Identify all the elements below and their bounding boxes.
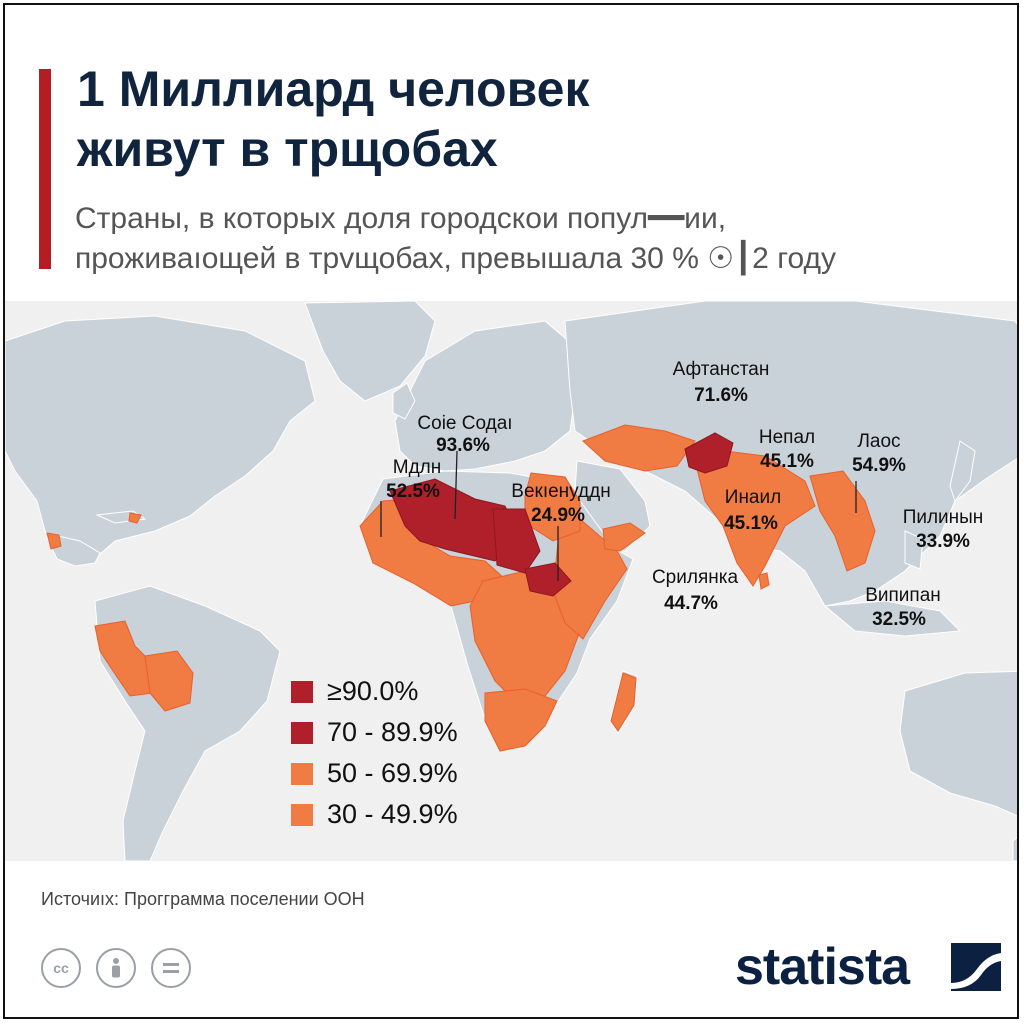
label-philippines-value: 33.9%: [916, 531, 970, 552]
label-vietnam-name: Випипан: [865, 585, 941, 606]
region-bolivia: [144, 650, 194, 712]
cc-icon[interactable]: cc: [41, 948, 81, 988]
legend-swatch: [291, 721, 313, 744]
label-afghanistan-name: Афтанстан: [673, 359, 770, 380]
legend-label: 70 - 89.9%: [327, 717, 458, 747]
page-subtitle: Страны, в которых доля городскои попул━━…: [75, 199, 995, 279]
landmass-europe: [394, 320, 581, 472]
landmass-new-zealand: [1012, 837, 1017, 861]
label-laos-value: 54.9%: [852, 455, 906, 476]
label-central-value: 24.9%: [531, 505, 585, 526]
page-title: 1 Миллиард человек живут в трщобах: [77, 59, 589, 179]
legend-item-30-49: 30 - 49.9%: [291, 794, 458, 835]
attribution-icon[interactable]: [96, 948, 136, 988]
region-south-asia: [694, 450, 816, 587]
legend-swatch: [291, 762, 313, 785]
label-south-sudan-name: Соіе Содаı: [417, 413, 512, 434]
region-afghanistan: [684, 432, 734, 474]
region-sri-lanka: [758, 572, 770, 590]
leader-line-south-sudan: [454, 450, 458, 520]
label-nepal-value: 45.1%: [760, 451, 814, 472]
region-sudan-egypt: [524, 472, 581, 542]
subtitle-line-2: проживаıощей в трvщобах, превышала 30 % …: [75, 242, 837, 275]
landmass-indonesia: [823, 600, 962, 637]
no-derivatives-icon[interactable]: [151, 948, 191, 988]
landmass-australia: [899, 670, 1017, 817]
legend-item-70-89: 70 - 89.9%: [291, 712, 458, 753]
region-sudan-band: [492, 508, 541, 574]
region-southeast-asia: [809, 470, 876, 572]
landmass-philippines: [904, 530, 924, 570]
license-icons: cc: [41, 948, 191, 988]
highlight-darkred-group: [389, 432, 734, 597]
legend-swatch: [291, 803, 313, 826]
label-mali-value: 52.5%: [386, 481, 440, 502]
region-south-sudan: [524, 562, 572, 597]
title-accent-bar: [39, 69, 51, 269]
label-leader-lines: [380, 450, 857, 581]
landmass-japan: [949, 440, 976, 503]
legend-label: 30 - 49.9%: [327, 799, 458, 829]
region-caribbean-highlight: [128, 512, 142, 524]
landmass-north-america: [5, 315, 316, 564]
label-central-name: Векıенуддн: [511, 481, 610, 502]
label-philippines-name: Пилинын: [903, 507, 984, 528]
title-line-1: 1 Миллиард человек: [77, 61, 590, 117]
world-map: Афтанстан 71.6% Соіе Содаı 93.6% Мдлн 52…: [5, 301, 1017, 861]
title-line-2: живут в трщобах: [77, 121, 498, 177]
label-south-sudan-value: 93.6%: [436, 435, 490, 456]
legend-label: ≥90.0%: [327, 676, 419, 706]
region-southern-africa: [484, 688, 558, 752]
source-note: Источиıх: Проггрaмма поселении ООН: [41, 889, 365, 909]
map-legend: ≥90.0% 70 - 89.9% 50 - 69.9% 30 - 49.9%: [291, 671, 458, 835]
label-laos-name: Лаос: [857, 431, 900, 452]
statista-logo-icon: [951, 943, 1001, 991]
landmass-greenland: [304, 301, 436, 402]
label-vietnam-value: 32.5%: [872, 609, 926, 630]
label-afghanistan-value: 71.6%: [694, 385, 748, 406]
label-sri-lanka-value: 44.7%: [664, 593, 718, 614]
region-central-america-highlight: [46, 532, 62, 550]
infographic-frame: 1 Миллиард человек живут в трщобах Стран…: [3, 3, 1019, 1019]
statista-logo-text[interactable]: statista: [735, 938, 910, 996]
world-map-svg: Афтанстан 71.6% Соіе Содаı 93.6% Мдлн 52…: [5, 301, 1017, 861]
region-madagascar-highlight: [610, 672, 637, 732]
highlight-orange-group: [46, 424, 876, 752]
label-india-value: 45.1%: [724, 513, 778, 534]
label-india-name: Инаил: [725, 487, 781, 508]
region-yemen: [602, 522, 646, 552]
legend-label: 50 - 69.9%: [327, 758, 458, 788]
label-sri-lanka-name: Срилянка: [652, 567, 738, 588]
label-mali-name: Мдлн: [393, 457, 442, 478]
legend-item-50-69: 50 - 69.9%: [291, 753, 458, 794]
legend-swatch: [291, 680, 313, 703]
landmass-uk: [392, 382, 416, 420]
legend-item-90-plus: ≥90.0%: [291, 671, 458, 712]
subtitle-line-1: Страны, в которых доля городскои попул━━…: [75, 202, 727, 235]
label-nepal-name: Непал: [759, 427, 815, 448]
country-labels: Афтанстан 71.6% Соіе Содаı 93.6% Мдлн 52…: [386, 359, 983, 630]
